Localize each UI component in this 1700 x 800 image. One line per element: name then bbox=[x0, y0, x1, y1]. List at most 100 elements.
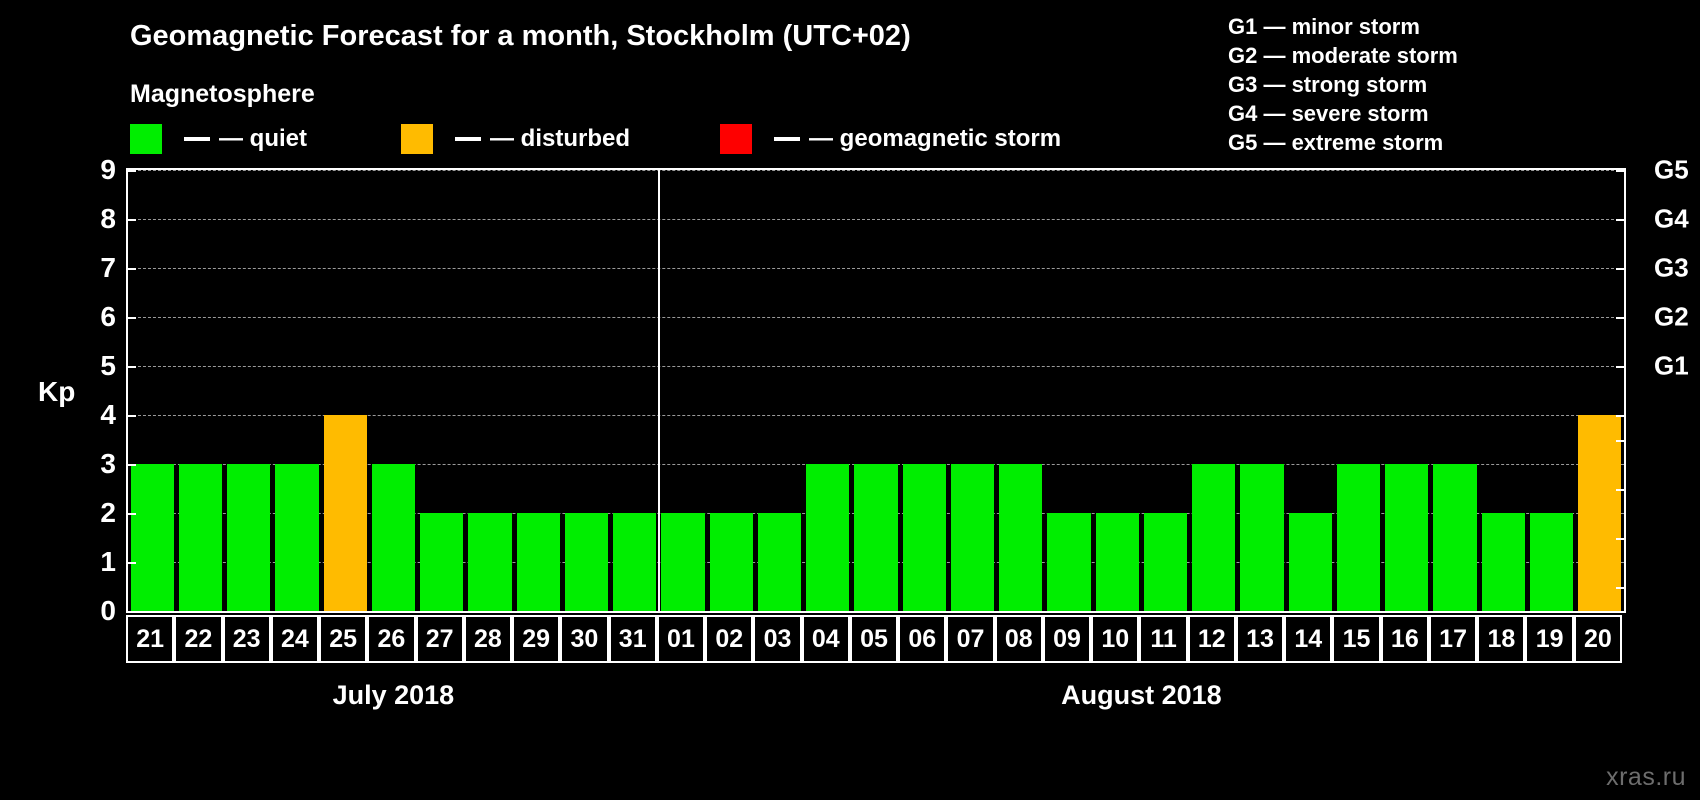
bar-day-10[interactable] bbox=[1095, 513, 1139, 611]
bar-day-30[interactable] bbox=[564, 513, 609, 611]
plot-area bbox=[128, 170, 1624, 611]
day-cell-07[interactable]: 07 bbox=[946, 615, 995, 663]
bar-day-17[interactable] bbox=[1433, 464, 1477, 611]
y-tick-mark-2 bbox=[126, 513, 136, 515]
day-cell-05[interactable]: 05 bbox=[849, 615, 899, 663]
gridline-5 bbox=[128, 366, 1624, 367]
day-cell-18[interactable]: 18 bbox=[1477, 615, 1526, 663]
day-cell-25[interactable]: 25 bbox=[319, 615, 368, 663]
day-cell-31[interactable]: 31 bbox=[608, 615, 657, 663]
day-cell-09[interactable]: 09 bbox=[1042, 615, 1092, 663]
bar-day-19[interactable] bbox=[1529, 513, 1574, 611]
g-axis-minor-tick-2 bbox=[1616, 488, 1626, 491]
bar-day-03[interactable] bbox=[757, 513, 802, 611]
month-caption-1: August 2018 bbox=[1061, 680, 1222, 710]
bar-day-22[interactable] bbox=[178, 464, 222, 611]
y-tick-label-0: 0 bbox=[100, 595, 116, 626]
magnetosphere-label: Magnetosphere bbox=[130, 80, 315, 108]
day-cell-10[interactable]: 10 bbox=[1091, 615, 1140, 663]
bar-day-01[interactable] bbox=[661, 513, 705, 611]
day-cell-06[interactable]: 06 bbox=[898, 615, 947, 663]
bar-day-20[interactable] bbox=[1578, 415, 1622, 611]
gridline-4 bbox=[128, 415, 1624, 416]
day-cell-15[interactable]: 15 bbox=[1332, 615, 1381, 663]
day-cell-17[interactable]: 17 bbox=[1428, 615, 1478, 663]
bar-day-12[interactable] bbox=[1192, 464, 1236, 611]
g-scale-row-5: G5 — extreme storm bbox=[1228, 130, 1444, 155]
bar-day-28[interactable] bbox=[468, 513, 512, 611]
bar-day-16[interactable] bbox=[1385, 464, 1429, 611]
day-cell-19[interactable]: 19 bbox=[1525, 615, 1574, 663]
bar-day-24[interactable] bbox=[275, 464, 319, 611]
day-cell-30[interactable]: 30 bbox=[560, 615, 609, 663]
day-cell-12[interactable]: 12 bbox=[1187, 615, 1236, 663]
bar-day-11[interactable] bbox=[1143, 513, 1188, 611]
day-cell-01[interactable]: 01 bbox=[656, 615, 706, 663]
bar-day-27[interactable] bbox=[420, 513, 464, 611]
y-tick-label-9: 9 bbox=[100, 154, 116, 185]
day-cell-21[interactable]: 21 bbox=[126, 615, 175, 663]
legend-swatch-quiet-icon bbox=[130, 124, 162, 154]
y-tick-mark-5 bbox=[126, 366, 136, 368]
bar-day-05[interactable] bbox=[854, 464, 898, 611]
day-cell-02[interactable]: 02 bbox=[705, 615, 754, 663]
legend-item-disturbed: — disturbed bbox=[401, 124, 630, 154]
day-cell-26[interactable]: 26 bbox=[367, 615, 416, 663]
g-axis-minor-tick-4 bbox=[1616, 415, 1626, 417]
y-axis-title: Kp bbox=[38, 376, 76, 407]
g-axis-minor-tick-3 bbox=[1616, 439, 1626, 442]
day-cell-23[interactable]: 23 bbox=[222, 615, 271, 663]
day-cell-11[interactable]: 11 bbox=[1139, 615, 1188, 663]
bar-day-25[interactable] bbox=[323, 415, 367, 611]
legend-dash-icon bbox=[455, 137, 481, 141]
bar-day-08[interactable] bbox=[999, 464, 1043, 611]
day-cell-16[interactable]: 16 bbox=[1380, 615, 1429, 663]
day-cell-28[interactable]: 28 bbox=[463, 615, 513, 663]
legend-dash-icon bbox=[184, 137, 210, 141]
day-cell-14[interactable]: 14 bbox=[1284, 615, 1333, 663]
bar-day-13[interactable] bbox=[1240, 464, 1284, 611]
g-tick-label-G3: G3 bbox=[1654, 252, 1689, 283]
legend-label-disturbed: — disturbed bbox=[490, 125, 631, 152]
y-tick-label-2: 2 bbox=[100, 497, 116, 528]
bar-day-09[interactable] bbox=[1047, 513, 1091, 611]
bar-day-07[interactable] bbox=[950, 464, 995, 611]
day-cell-27[interactable]: 27 bbox=[415, 615, 464, 663]
y-tick-mark-4 bbox=[126, 415, 136, 417]
bar-day-06[interactable] bbox=[902, 464, 946, 611]
gridline-8 bbox=[128, 219, 1624, 220]
y-tick-mark-1 bbox=[126, 562, 136, 564]
plot-frame bbox=[126, 168, 1626, 613]
day-cell-08[interactable]: 08 bbox=[994, 615, 1043, 663]
bar-day-31[interactable] bbox=[613, 513, 657, 611]
g-scale-row-1: G1 — minor storm bbox=[1228, 14, 1420, 39]
bar-day-29[interactable] bbox=[516, 513, 560, 611]
day-label-strip: 21 22 23 24 25 26 27 28 29 30 31 01 02 03 04 05 06 07 08 09… bbox=[126, 615, 1626, 663]
day-cell-13[interactable]: 13 bbox=[1235, 615, 1285, 663]
day-cell-03[interactable]: 03 bbox=[753, 615, 802, 663]
legend-label-quiet: — quiet bbox=[219, 125, 307, 152]
bar-day-15[interactable] bbox=[1336, 464, 1381, 611]
day-cell-24[interactable]: 24 bbox=[270, 615, 320, 663]
y-axis-labels: 0 1 2 3 4 5 6 7 8 9 bbox=[70, 154, 116, 626]
bar-day-14[interactable] bbox=[1288, 513, 1332, 611]
bar-day-23[interactable] bbox=[227, 464, 271, 611]
g-axis-minor-tick-0 bbox=[1616, 586, 1626, 589]
legend-dash-icon bbox=[774, 137, 801, 141]
bar-day-18[interactable] bbox=[1481, 513, 1525, 611]
gridline-9 bbox=[128, 170, 1624, 171]
day-cell-29[interactable]: 29 bbox=[512, 615, 561, 663]
g-tick-mark-G1 bbox=[1616, 366, 1626, 368]
day-cell-04[interactable]: 04 bbox=[801, 615, 850, 663]
bar-day-26[interactable] bbox=[371, 464, 416, 611]
g-tick-label-G1: G1 bbox=[1654, 350, 1689, 381]
legend-swatch-disturbed-icon bbox=[401, 124, 433, 154]
day-cell-22[interactable]: 22 bbox=[174, 615, 223, 663]
bar-day-21[interactable] bbox=[130, 464, 174, 611]
bar-day-02[interactable] bbox=[709, 513, 753, 611]
g-axis-labels: G1 G2 G3 G4 G5 bbox=[1626, 155, 1696, 613]
day-cell-20[interactable]: 20 bbox=[1573, 615, 1622, 663]
bar-day-04[interactable] bbox=[806, 464, 850, 611]
y-tick-mark-7 bbox=[126, 268, 136, 270]
y-tick-label-1: 1 bbox=[100, 546, 116, 577]
